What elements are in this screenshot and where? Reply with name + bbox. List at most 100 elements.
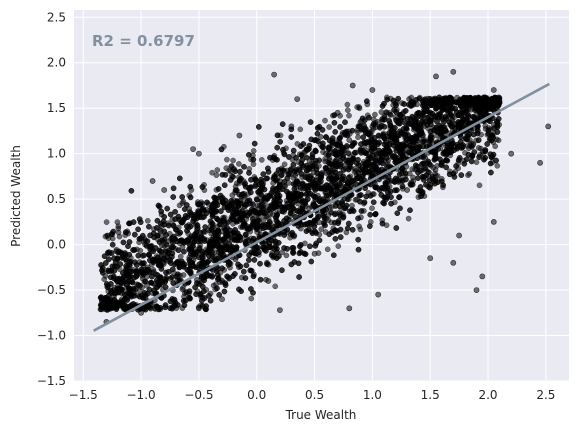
cloud-point <box>402 170 409 177</box>
cloud-point <box>232 168 239 175</box>
cloud-point <box>250 273 257 280</box>
cloud-point <box>281 232 288 238</box>
cloud-point <box>344 107 351 114</box>
cloud-point <box>331 219 338 226</box>
cloud-point <box>237 263 244 270</box>
cloud-point <box>223 232 230 239</box>
cloud-point <box>367 192 374 199</box>
cloud-point <box>307 243 313 250</box>
cloud-point <box>494 162 501 169</box>
cloud-point <box>407 207 413 214</box>
cloud-point <box>209 169 215 176</box>
cloud-point <box>101 276 108 283</box>
cloud-point <box>346 112 352 119</box>
cloud-point <box>237 168 243 175</box>
cloud-point <box>264 261 270 267</box>
cloud-point <box>303 154 310 161</box>
cloud-point <box>242 240 249 247</box>
cloud-point <box>224 273 230 280</box>
cloud-point <box>328 181 335 187</box>
cloud-point <box>355 236 362 243</box>
cloud-point <box>248 286 254 292</box>
cloud-point <box>385 178 391 184</box>
cloud-point <box>250 156 257 163</box>
cloud-point <box>202 224 209 230</box>
cloud-point <box>299 198 305 205</box>
cloud-point <box>290 193 296 199</box>
cloud-point <box>383 109 390 116</box>
cloud-point <box>237 214 244 221</box>
cloud-point <box>250 201 256 208</box>
cloud-point <box>351 140 358 146</box>
cloud-point <box>412 162 419 169</box>
cloud-point <box>162 302 169 308</box>
cloud-point <box>162 284 169 290</box>
cloud-point <box>448 112 454 118</box>
cloud-point <box>340 152 347 159</box>
cloud-point <box>133 262 140 268</box>
cloud-point <box>157 248 164 255</box>
cloud-point <box>384 96 391 103</box>
cloud-point <box>172 208 178 215</box>
cloud-point <box>483 97 489 104</box>
cloud-point <box>395 95 402 102</box>
cloud-point <box>345 150 352 157</box>
cloud-point <box>104 284 111 290</box>
cloud-point <box>165 222 172 229</box>
cloud-point <box>397 205 403 212</box>
cloud-point <box>396 132 402 139</box>
cloud-point <box>427 135 434 142</box>
cloud-point <box>142 278 149 285</box>
cloud-point <box>476 182 483 189</box>
cloud-point <box>146 223 152 230</box>
cloud-point <box>287 210 294 216</box>
cloud-point <box>323 165 329 172</box>
cloud-point <box>246 170 252 176</box>
cloud-point <box>115 223 122 230</box>
cloud-point <box>123 263 129 269</box>
cloud-point <box>291 259 298 265</box>
cloud-point <box>203 249 209 256</box>
cloud-point <box>487 160 494 167</box>
cloud-point <box>399 183 406 190</box>
cloud-point <box>245 225 251 232</box>
cloud-point <box>108 231 115 237</box>
cloud-point <box>402 107 409 114</box>
cloud-point <box>475 108 482 114</box>
cloud-point <box>289 245 296 251</box>
cloud-point <box>407 182 414 188</box>
cloud-point <box>187 183 194 190</box>
cloud-point <box>261 246 268 253</box>
cloud-point <box>226 260 233 266</box>
cloud-point <box>487 135 494 142</box>
cloud-point <box>215 186 222 192</box>
cloud-point <box>379 116 386 123</box>
cloud-point <box>372 184 378 191</box>
cloud-point <box>176 175 183 182</box>
cloud-point <box>262 195 268 201</box>
cloud-point <box>279 267 285 274</box>
cloud-point <box>149 273 155 280</box>
cloud-point <box>335 243 342 249</box>
cloud-point <box>246 151 252 158</box>
cloud-point <box>175 213 182 220</box>
cloud-point <box>163 269 169 276</box>
cloud-point <box>233 218 240 225</box>
cloud-point <box>242 275 249 281</box>
cloud-point <box>197 290 204 297</box>
cloud-point <box>300 141 307 147</box>
cloud-point <box>466 170 473 177</box>
cloud-point <box>328 209 335 216</box>
cloud-point <box>164 205 171 212</box>
cloud-point <box>240 268 247 275</box>
cloud-point <box>182 297 189 304</box>
cloud-point <box>274 245 280 252</box>
cloud-point <box>372 162 378 169</box>
cloud-point <box>112 263 118 270</box>
cloud-point <box>369 205 375 212</box>
cloud-point <box>137 282 143 289</box>
cloud-point <box>110 273 117 280</box>
cloud-point <box>219 265 225 272</box>
cloud-point <box>192 231 198 238</box>
cloud-point <box>186 288 193 295</box>
